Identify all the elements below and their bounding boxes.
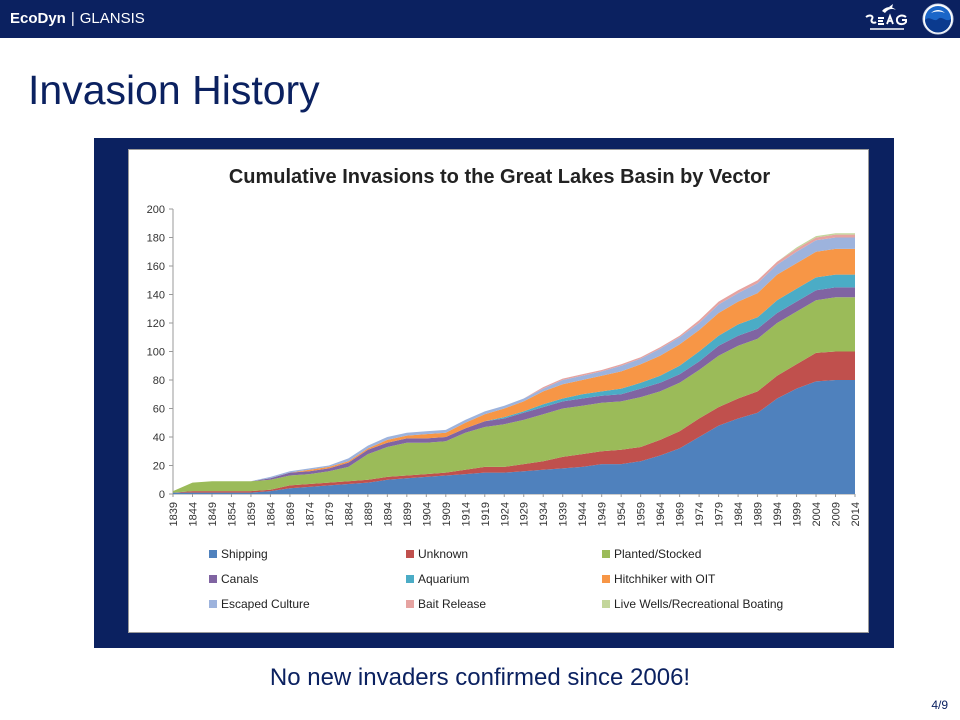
y-tick-label: 60: [153, 404, 165, 416]
x-tick-label: 1914: [460, 502, 472, 526]
chart-title: Cumulative Invasions to the Great Lakes …: [228, 166, 771, 188]
x-tick-label: 2009: [831, 502, 843, 526]
legend-label: Hitchhiker with OIT: [614, 572, 716, 586]
noaa-logo: [922, 3, 954, 35]
area-series-5: [173, 274, 855, 492]
x-tick-label: 1984: [733, 502, 745, 526]
x-tick-label: 1859: [246, 502, 258, 526]
x-tick-label: 1849: [207, 502, 219, 526]
page-number: 4/9: [931, 698, 948, 712]
x-tick-label: 1864: [265, 502, 277, 526]
x-tick-label: 1909: [441, 502, 453, 526]
legend-swatch: [209, 575, 217, 583]
slide-caption: No new invaders confirmed since 2006!: [269, 664, 691, 691]
legend-label: Bait Release: [418, 597, 486, 611]
legend-swatch: [602, 550, 610, 558]
sea-grant-logo: [865, 4, 907, 30]
x-tick-label: 2004: [811, 502, 823, 526]
legend-swatch: [406, 600, 414, 608]
x-tick-label: 1839: [168, 502, 180, 526]
x-tick-label: 1939: [558, 502, 570, 526]
y-tick-label: 20: [153, 461, 165, 473]
area-series-6: [173, 248, 855, 492]
y-tick-label: 120: [147, 318, 165, 330]
x-tick-label: 1944: [577, 502, 589, 526]
y-tick-label: 140: [147, 290, 165, 302]
brand: EcoDyn | GLANSIS: [10, 11, 145, 27]
area-series-4: [173, 287, 855, 492]
x-tick-label: 2014: [850, 502, 862, 526]
legend-swatch: [209, 600, 217, 608]
legend-label: Shipping: [221, 547, 268, 561]
brand-subtitle: GLANSIS: [79, 10, 145, 27]
x-tick-label: 1974: [694, 502, 706, 526]
x-tick-label: 1919: [480, 502, 492, 526]
x-tick-label: 1969: [675, 502, 687, 526]
legend-swatch: [209, 550, 217, 558]
x-tick-label: 1964: [655, 502, 667, 526]
legend-swatch: [602, 600, 610, 608]
x-tick-label: 1879: [324, 502, 336, 526]
x-tick-label: 1904: [421, 502, 433, 526]
x-tick-label: 1989: [753, 502, 765, 526]
area-series-1: [173, 380, 855, 494]
legend-label: Planted/Stocked: [614, 547, 701, 561]
x-tick-label: 1954: [616, 502, 628, 526]
brand-separator: |: [70, 10, 75, 27]
x-tick-label: 1844: [187, 502, 199, 526]
x-tick-label: 1884: [343, 502, 355, 526]
chart-svg: 0 20 40 60 80 100 120 140 160 180 200 1839 1844 1849 1…: [147, 204, 862, 611]
x-tick-label: 1924: [499, 502, 511, 526]
legend-swatch: [406, 550, 414, 558]
y-tick-label: 0: [159, 489, 165, 501]
x-tick-label: 1894: [382, 502, 394, 526]
y-tick-label: 160: [147, 261, 165, 273]
y-tick-label: 180: [147, 233, 165, 245]
x-tick-label: 1899: [402, 502, 414, 526]
header-bar: EcoDyn | GLANSIS: [0, 0, 960, 38]
legend-label: Escaped Culture: [221, 597, 310, 611]
x-tick-label: 1979: [714, 502, 726, 526]
legend-swatch: [602, 575, 610, 583]
x-tick-label: 1869: [285, 502, 297, 526]
y-tick-label: 200: [147, 204, 165, 216]
x-tick-label: 1929: [519, 502, 531, 526]
x-tick-label: 1959: [636, 502, 648, 526]
area-series-7: [173, 237, 855, 492]
x-tick-label: 1949: [597, 502, 609, 526]
y-tick-label: 100: [147, 347, 165, 359]
y-tick-label: 80: [153, 375, 165, 387]
x-tick-label: 1999: [792, 502, 804, 526]
brand-name: EcoDyn: [10, 10, 66, 27]
legend-label: Unknown: [418, 547, 468, 561]
y-tick-label: 40: [153, 432, 165, 444]
legend-label: Live Wells/Recreational Boating: [614, 597, 783, 611]
legend-label: Aquarium: [418, 572, 469, 586]
legend-label: Canals: [221, 572, 258, 586]
legend-swatch: [406, 575, 414, 583]
x-tick-label: 1934: [538, 502, 550, 526]
x-tick-label: 1889: [363, 502, 375, 526]
x-tick-label: 1994: [772, 502, 784, 526]
chart-panel: Cumulative Invasions to the Great Lakes …: [128, 149, 869, 633]
x-tick-label: 1874: [304, 502, 316, 526]
area-series-3: [173, 297, 855, 493]
area-series-2: [173, 351, 855, 493]
chart-frame: Cumulative Invasions to the Great Lakes …: [94, 138, 894, 648]
slide-title: Invasion History: [28, 67, 320, 113]
x-tick-label: 1854: [226, 502, 238, 526]
